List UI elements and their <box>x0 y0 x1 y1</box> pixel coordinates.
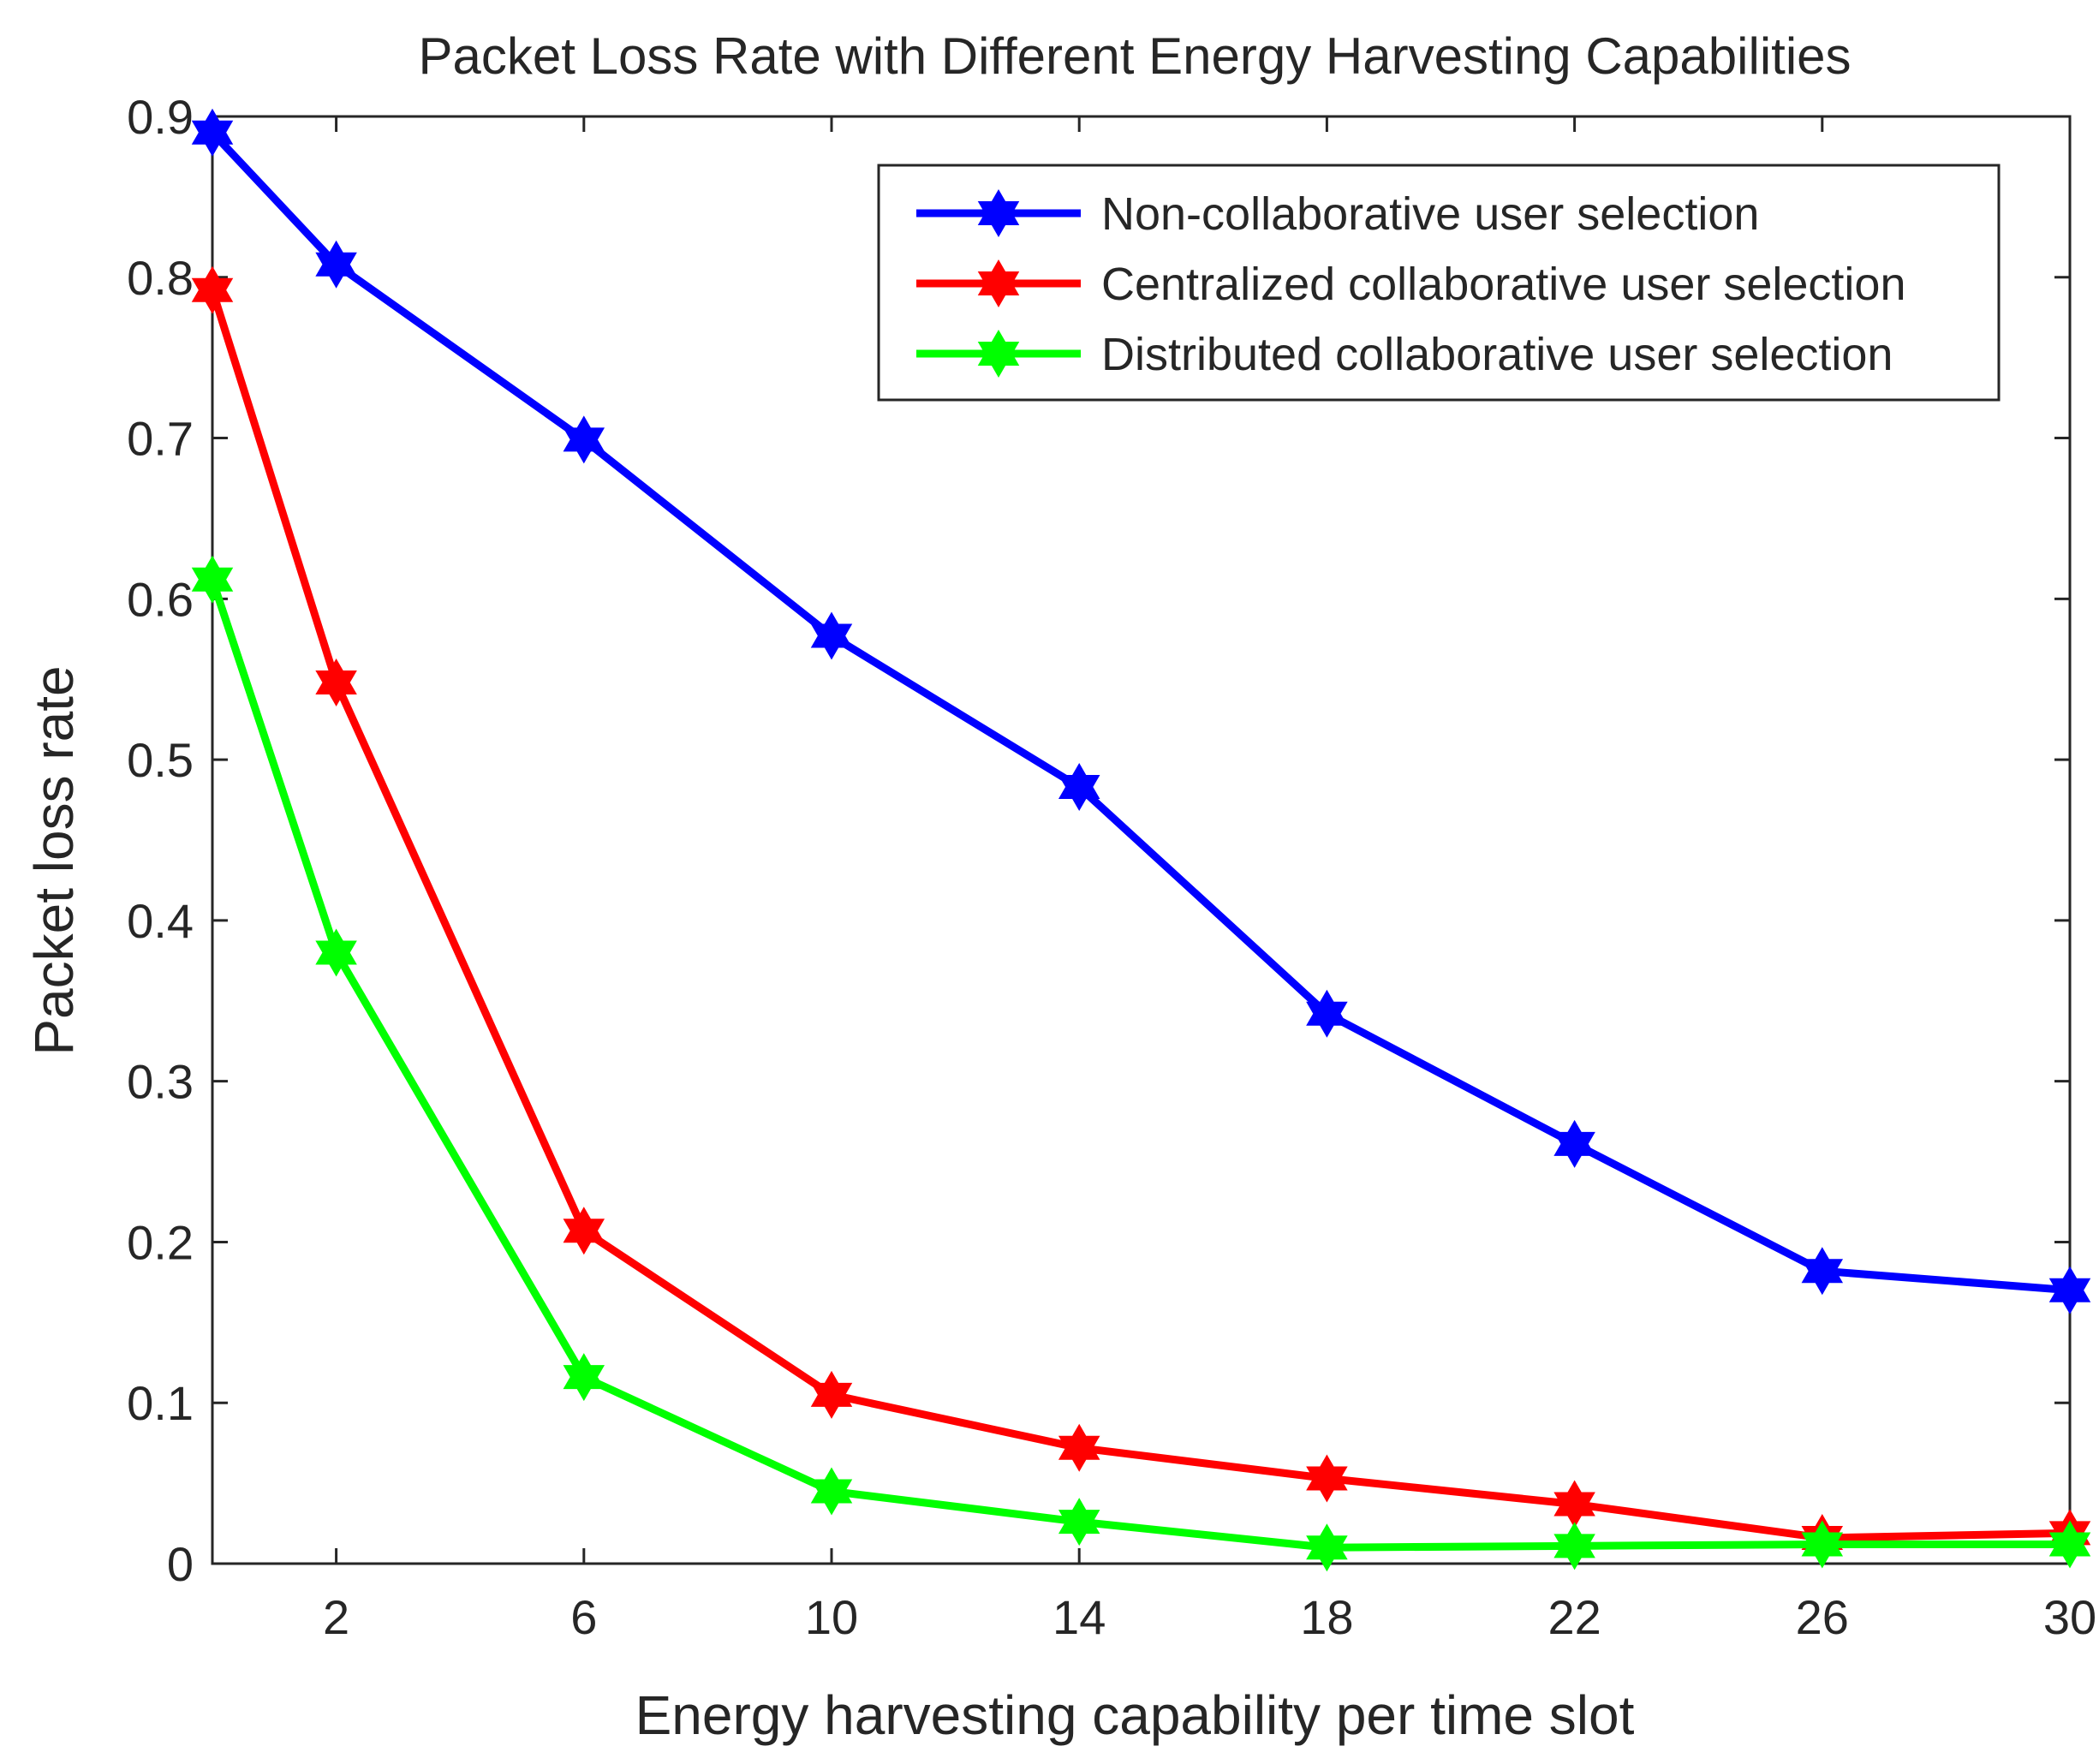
x-tick-label: 14 <box>1052 1590 1106 1644</box>
y-tick-label: 0.8 <box>127 251 194 305</box>
data-point <box>191 555 234 604</box>
y-tick-label: 0.5 <box>127 733 194 787</box>
plot-area: 00.10.20.30.40.50.60.70.80.92 6 10 14 18 22 26… <box>127 90 2096 1644</box>
legend-marker <box>977 259 1020 308</box>
data-point <box>2048 1520 2091 1569</box>
data-point <box>2048 1266 2091 1314</box>
data-point <box>1058 1498 1100 1546</box>
y-tick-label: 0.9 <box>127 90 194 144</box>
data-point <box>1553 1522 1595 1570</box>
data-point <box>810 1467 853 1516</box>
data-point <box>315 240 357 289</box>
x-tick-label: 10 <box>805 1590 858 1644</box>
legend-label: Centralized collaborative user selection <box>1101 259 1906 310</box>
y-axis-label: Packet loss rate <box>23 665 85 1055</box>
data-point <box>1801 1520 1844 1569</box>
data-point <box>810 1370 853 1419</box>
y-tick-label: 0 <box>167 1537 194 1591</box>
data-point <box>1058 1423 1100 1472</box>
data-point <box>1553 1119 1595 1168</box>
y-tick-label: 0.7 <box>127 412 194 466</box>
data-point <box>1306 1454 1348 1503</box>
axes-box <box>211 115 2072 1565</box>
x-tick-label: 22 <box>1547 1590 1601 1644</box>
data-point <box>1553 1480 1595 1529</box>
y-tick-label: 0.1 <box>127 1376 194 1430</box>
data-point <box>315 658 357 706</box>
data-point <box>563 1207 605 1255</box>
data-point <box>563 1353 605 1402</box>
data-point <box>1801 1247 1844 1296</box>
legend-label: Non-collaborative user selection <box>1101 188 1759 240</box>
y-tick-label: 0.6 <box>127 572 194 626</box>
x-axis-label: Energy harvesting capability per time sl… <box>635 1684 1635 1746</box>
legend-marker <box>977 329 1020 378</box>
data-point <box>810 611 853 660</box>
y-tick-label: 0.2 <box>127 1215 194 1269</box>
legend: Non-collaborative user selection Centrali… <box>877 164 2001 402</box>
x-tick-label: 6 <box>570 1590 597 1644</box>
legend-label: Distributed collaborative user selection <box>1101 329 1893 380</box>
x-tick-label: 30 <box>2043 1590 2096 1644</box>
legend-marker <box>977 188 1020 238</box>
y-tick-label: 0.3 <box>127 1055 194 1109</box>
x-tick-label: 26 <box>1796 1590 1849 1644</box>
data-point <box>191 108 234 157</box>
x-tick-label: 2 <box>323 1590 349 1644</box>
data-point <box>1058 763 1100 812</box>
data-point <box>1306 1523 1348 1572</box>
data-point <box>1306 989 1348 1038</box>
data-point <box>563 415 605 464</box>
data-point <box>191 265 234 314</box>
y-tick-label: 0.4 <box>127 894 194 948</box>
chart-title: Packet Loss Rate with Different Energy H… <box>418 27 1851 85</box>
data-point <box>315 928 357 977</box>
x-tick-label: 18 <box>1300 1590 1353 1644</box>
